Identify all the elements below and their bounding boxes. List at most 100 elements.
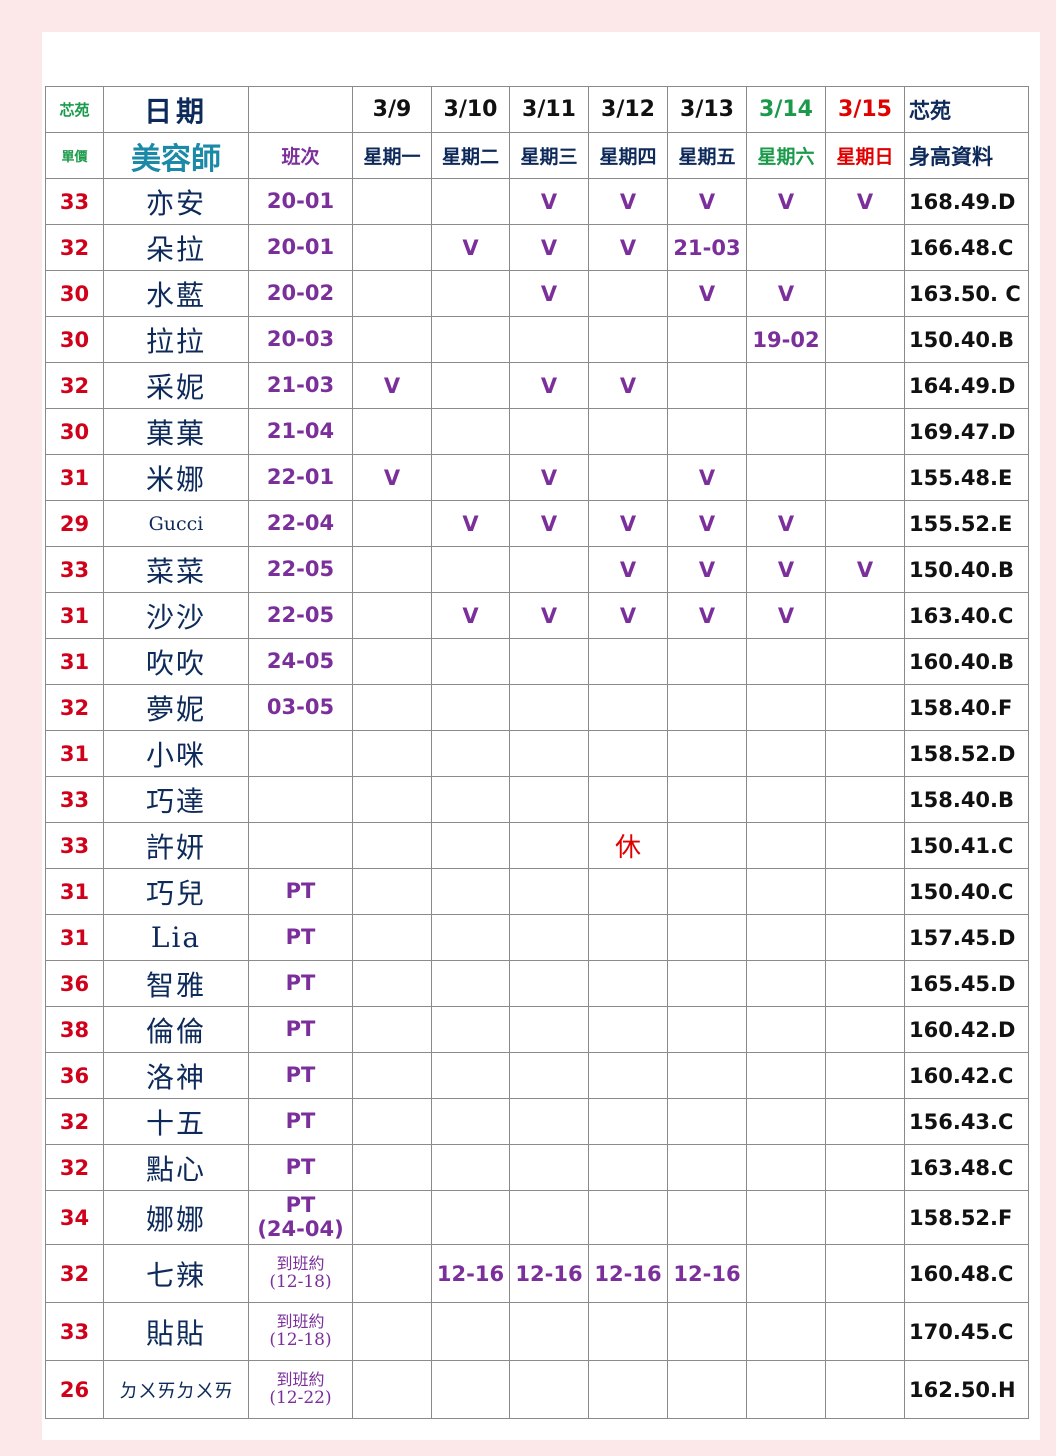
day-cell-fri: [667, 1190, 747, 1245]
day-cell-sun: [825, 454, 905, 501]
day-cell-fri: 12-16: [667, 1244, 747, 1303]
day-cell-tue: V: [431, 500, 510, 547]
table-row: 30 菓菓 21-04 169.47.D: [45, 408, 1029, 455]
shift-cell: PT: [248, 1052, 353, 1099]
beautician-name: 巧兒: [103, 868, 249, 915]
day-cell-tue: [431, 1006, 510, 1053]
day-cell-wed: V: [509, 178, 589, 225]
day-cell-sat: [746, 730, 826, 777]
day-cell-sun: [825, 1052, 905, 1099]
day-cell-sun: V: [825, 546, 905, 593]
day-cell-thu: V: [588, 224, 668, 271]
price-cell: 32: [45, 684, 104, 731]
day-cell-tue: [431, 960, 510, 1007]
table-row: 31 沙沙 22-05 V V V V V 163.40.C: [45, 592, 1029, 639]
weekday-sat: 星期六: [746, 132, 826, 179]
table-row: 32 朵拉 20-01 V V V 21-03 166.48.C: [45, 224, 1029, 271]
table-row: 34 娜娜 PT (24-04) 158.52.F: [45, 1190, 1029, 1245]
shift-value: PT: [285, 878, 316, 903]
beautician-name: 洛神: [103, 1052, 249, 1099]
day-cell-thu: 休: [588, 822, 668, 869]
day-cell-wed: V: [509, 500, 589, 547]
shift-value: 03-05: [266, 694, 335, 719]
day-cell-tue: [431, 1144, 510, 1191]
shift-cell: 到班約 (12-22): [248, 1360, 353, 1419]
beautician-name: 亦安: [103, 178, 249, 225]
table-row: 31 巧兒 PT 150.40.C: [45, 868, 1029, 915]
day-cell-sat: V: [746, 546, 826, 593]
day-cell-thu: [588, 638, 668, 685]
day-cell-mon: [352, 960, 432, 1007]
day-cell-thu: [588, 914, 668, 961]
day-cell-sun: [825, 408, 905, 455]
height-data: 162.50.H: [904, 1360, 1029, 1419]
shift-cell: 20-02: [248, 270, 353, 317]
day-cell-wed: V: [509, 224, 589, 271]
shift-cell: 22-05: [248, 546, 353, 593]
day-cell-sun: [825, 1006, 905, 1053]
day-cell-fri: [667, 776, 747, 823]
day-cell-sun: [825, 960, 905, 1007]
beautician-name: 小咪: [103, 730, 249, 777]
height-data: 150.41.C: [904, 822, 1029, 869]
shift-value: PT: [285, 1154, 316, 1179]
day-cell-fri: [667, 1098, 747, 1145]
day-cell-sun: [825, 592, 905, 639]
day-cell-thu: [588, 1302, 668, 1361]
shift-cell: [248, 776, 353, 823]
day-cell-fri: [667, 362, 747, 409]
height-data: 166.48.C: [904, 224, 1029, 271]
day-cell-sat: [746, 1190, 826, 1245]
date-wed: 3/11: [509, 86, 589, 133]
shift-cell: 22-01: [248, 454, 353, 501]
day-cell-mon: V: [352, 454, 432, 501]
shift-value: PT: [285, 1193, 316, 1218]
day-cell-tue: [431, 270, 510, 317]
day-cell-tue: [431, 730, 510, 777]
day-cell-wed: [509, 960, 589, 1007]
beautician-name: 菓菓: [103, 408, 249, 455]
day-cell-tue: [431, 868, 510, 915]
height-data: 163.50. C: [904, 270, 1029, 317]
day-cell-sat: [746, 1144, 826, 1191]
day-cell-thu: [588, 270, 668, 317]
day-cell-fri: [667, 1302, 747, 1361]
shift-value: 21-03: [266, 372, 335, 397]
day-cell-mon: [352, 408, 432, 455]
day-cell-sat: 19-02: [746, 316, 826, 363]
day-cell-fri: [667, 1006, 747, 1053]
shift-time-range: (12-18): [269, 1271, 332, 1292]
date-fri: 3/13: [667, 86, 747, 133]
schedule-table: 芯苑 日期 3/9 3/10 3/11 3/12 3/13 3/14 3/15 …: [45, 86, 1029, 1419]
day-cell-sat: [746, 1098, 826, 1145]
beautician-name: 夢妮: [103, 684, 249, 731]
day-cell-sun: [825, 362, 905, 409]
shift-value: 21-04: [266, 418, 335, 443]
day-cell-sat: [746, 1244, 826, 1303]
day-cell-thu: [588, 1052, 668, 1099]
shift-value: 22-01: [266, 464, 335, 489]
table-row: 33 貼貼 到班約 (12-18) 170.45.C: [45, 1302, 1029, 1361]
shift-cell: PT: [248, 1006, 353, 1053]
day-cell-thu: [588, 868, 668, 915]
day-cell-tue: 12-16: [431, 1244, 510, 1303]
shift-value: PT: [285, 924, 316, 949]
day-cell-tue: [431, 408, 510, 455]
shift-time-range: (12-18): [269, 1329, 332, 1350]
table-row: 33 許妍 休 150.41.C: [45, 822, 1029, 869]
day-cell-mon: [352, 1360, 432, 1419]
day-cell-sun: [825, 638, 905, 685]
beautician-name: 朵拉: [103, 224, 249, 271]
shift-time-range: (24-04): [257, 1216, 344, 1241]
price-cell: 32: [45, 1144, 104, 1191]
shift-time-range: (12-22): [269, 1387, 332, 1408]
day-cell-mon: [352, 178, 432, 225]
day-cell-sat: V: [746, 270, 826, 317]
day-cell-mon: [352, 914, 432, 961]
beautician-name: Gucci: [103, 500, 249, 547]
table-row: 33 亦安 20-01 V V V V V 168.49.D: [45, 178, 1029, 225]
table-row: 31 米娜 22-01 V V V 155.48.E: [45, 454, 1029, 501]
last-col-brand: 芯苑: [904, 86, 1029, 133]
day-cell-sun: [825, 776, 905, 823]
shift-cell: 到班約 (12-18): [248, 1302, 353, 1361]
